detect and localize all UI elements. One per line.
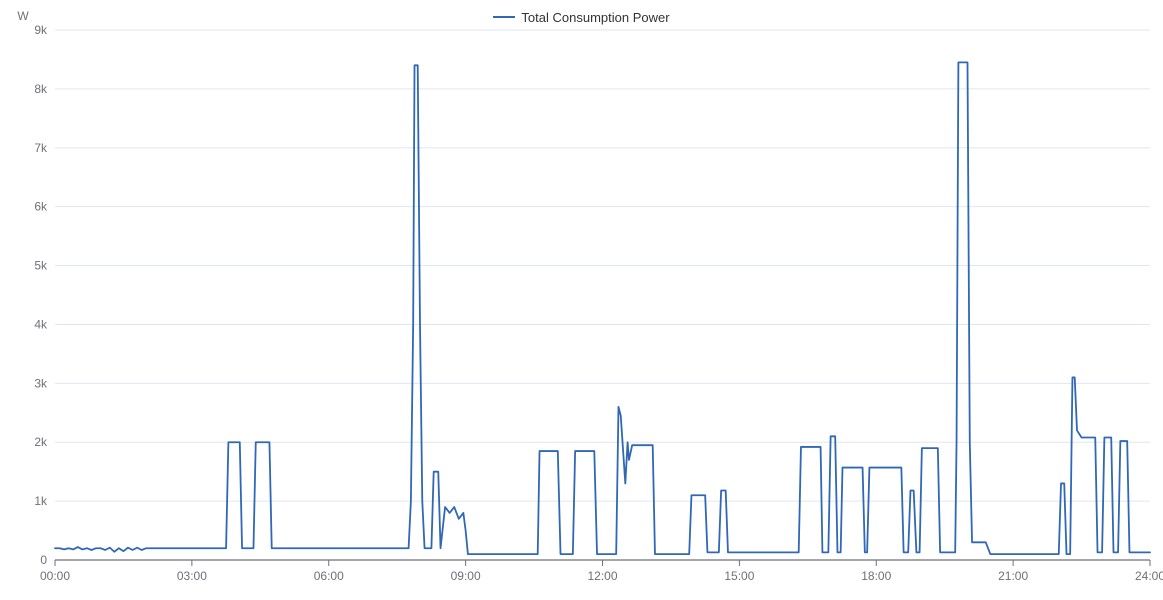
chart-legend: Total Consumption Power xyxy=(0,6,1163,25)
svg-text:4k: 4k xyxy=(34,317,48,331)
svg-text:00:00: 00:00 xyxy=(40,569,70,583)
svg-text:6k: 6k xyxy=(34,200,48,214)
svg-text:21:00: 21:00 xyxy=(998,569,1028,583)
svg-text:0: 0 xyxy=(40,553,47,567)
power-consumption-chart: Total Consumption Power 01k2k3k4k5k6k7k8… xyxy=(0,0,1163,600)
svg-text:24:00: 24:00 xyxy=(1135,569,1163,583)
svg-text:15:00: 15:00 xyxy=(724,569,754,583)
legend-item[interactable]: Total Consumption Power xyxy=(493,10,669,25)
svg-text:5k: 5k xyxy=(34,259,48,273)
svg-text:1k: 1k xyxy=(34,494,48,508)
svg-text:06:00: 06:00 xyxy=(314,569,344,583)
svg-text:2k: 2k xyxy=(34,435,48,449)
legend-line-icon xyxy=(493,16,515,18)
svg-text:03:00: 03:00 xyxy=(177,569,207,583)
svg-text:9k: 9k xyxy=(34,23,48,37)
svg-text:3k: 3k xyxy=(34,376,48,390)
svg-text:09:00: 09:00 xyxy=(451,569,481,583)
svg-text:8k: 8k xyxy=(34,82,48,96)
chart-svg: 01k2k3k4k5k6k7k8k9kW00:0003:0006:0009:00… xyxy=(0,0,1163,600)
svg-text:18:00: 18:00 xyxy=(861,569,891,583)
legend-label: Total Consumption Power xyxy=(521,10,669,25)
svg-text:7k: 7k xyxy=(34,141,48,155)
svg-text:12:00: 12:00 xyxy=(587,569,617,583)
